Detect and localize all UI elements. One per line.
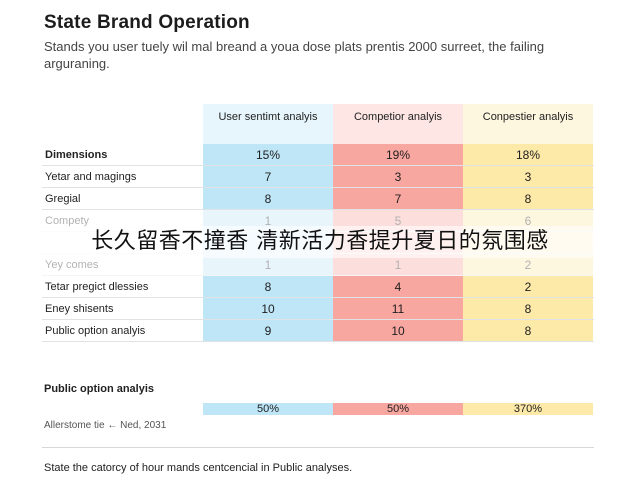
table-row: Dimensions 15% 19% 18%	[42, 144, 594, 166]
table-cell: 8	[463, 188, 593, 209]
summary-value: 50%	[203, 403, 333, 415]
row-label: Gregial	[45, 193, 81, 205]
table-cell: 8	[463, 298, 593, 319]
table-cell: 7	[203, 166, 333, 187]
table-cell: 4	[333, 276, 463, 297]
table-cell: 10	[203, 298, 333, 319]
table-cell: 1	[203, 254, 333, 275]
table-cell: 10	[333, 320, 463, 341]
table-cell: 7	[333, 188, 463, 209]
table-cell: 8	[203, 188, 333, 209]
page-title: State Brand Operation	[44, 12, 250, 33]
table-cell: 11	[333, 298, 463, 319]
table-cell: 2	[463, 276, 593, 297]
comparison-table: User sentimt analyis Competior analyis C…	[42, 104, 594, 342]
summary-bar: 50% 50% 370%	[203, 403, 593, 415]
table-cell: 18%	[463, 144, 593, 165]
table-cell: 15%	[203, 144, 333, 165]
row-label: Dimensions	[45, 149, 108, 161]
table-row: Compety 1 5 6	[42, 210, 594, 232]
table-cell: 3	[333, 166, 463, 187]
table-header-row: User sentimt analyis Competior analyis C…	[42, 104, 594, 144]
column-header: User sentimt analyis	[203, 104, 333, 144]
summary-value: 50%	[333, 403, 463, 415]
table-cell: 6	[463, 210, 593, 231]
table-row: Public option analyis 9 10 8	[42, 320, 594, 342]
table-row: Tetar pregict dlessies 8 4 2	[42, 276, 594, 298]
footer-text: State the catorcy of hour mands centcenc…	[44, 462, 353, 474]
table-cell: 19%	[333, 144, 463, 165]
table-cell: 3	[463, 166, 593, 187]
row-label: Public option analyis	[45, 325, 146, 337]
table-cell: 5	[333, 210, 463, 231]
row-label: Tetar pregict dlessies	[45, 281, 149, 293]
table-cell: 8	[463, 320, 593, 341]
overlay-caption: 长久留香不撞香 清新活力香提升夏日的氛围感	[0, 226, 640, 258]
table-cell: 1	[333, 254, 463, 275]
row-label: Eney shisents	[45, 303, 114, 315]
row-label: Yetar and magings	[45, 171, 137, 183]
table-header-spacer	[42, 104, 203, 144]
divider	[42, 447, 594, 448]
row-label: Yey comes	[45, 259, 99, 271]
table-row: Yetar and magings 7 3 3	[42, 166, 594, 188]
table-cell: 1	[203, 210, 333, 231]
table-cell: 8	[203, 276, 333, 297]
table-cell: 9	[203, 320, 333, 341]
table-row: Eney shisents 10 11 8	[42, 298, 594, 320]
column-header: Conpestier analyis	[463, 104, 593, 144]
column-header: Competior analyis	[333, 104, 463, 144]
table-row: Yey comes 1 1 2	[42, 254, 594, 276]
summary-value: 370%	[463, 403, 593, 415]
page-subtitle: Stands you user tuely wil mal breand a y…	[44, 39, 545, 71]
row-label: Compety	[45, 215, 90, 227]
table-cell: 2	[463, 254, 593, 275]
summary-title: Public option analyis	[44, 383, 155, 395]
date-note: Allerstome tie ← Ned, 2031	[44, 420, 167, 431]
table-row: Gregial 8 7 8	[42, 188, 594, 210]
